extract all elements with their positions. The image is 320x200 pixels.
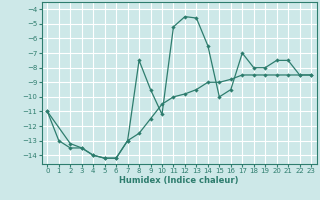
X-axis label: Humidex (Indice chaleur): Humidex (Indice chaleur) xyxy=(119,176,239,185)
